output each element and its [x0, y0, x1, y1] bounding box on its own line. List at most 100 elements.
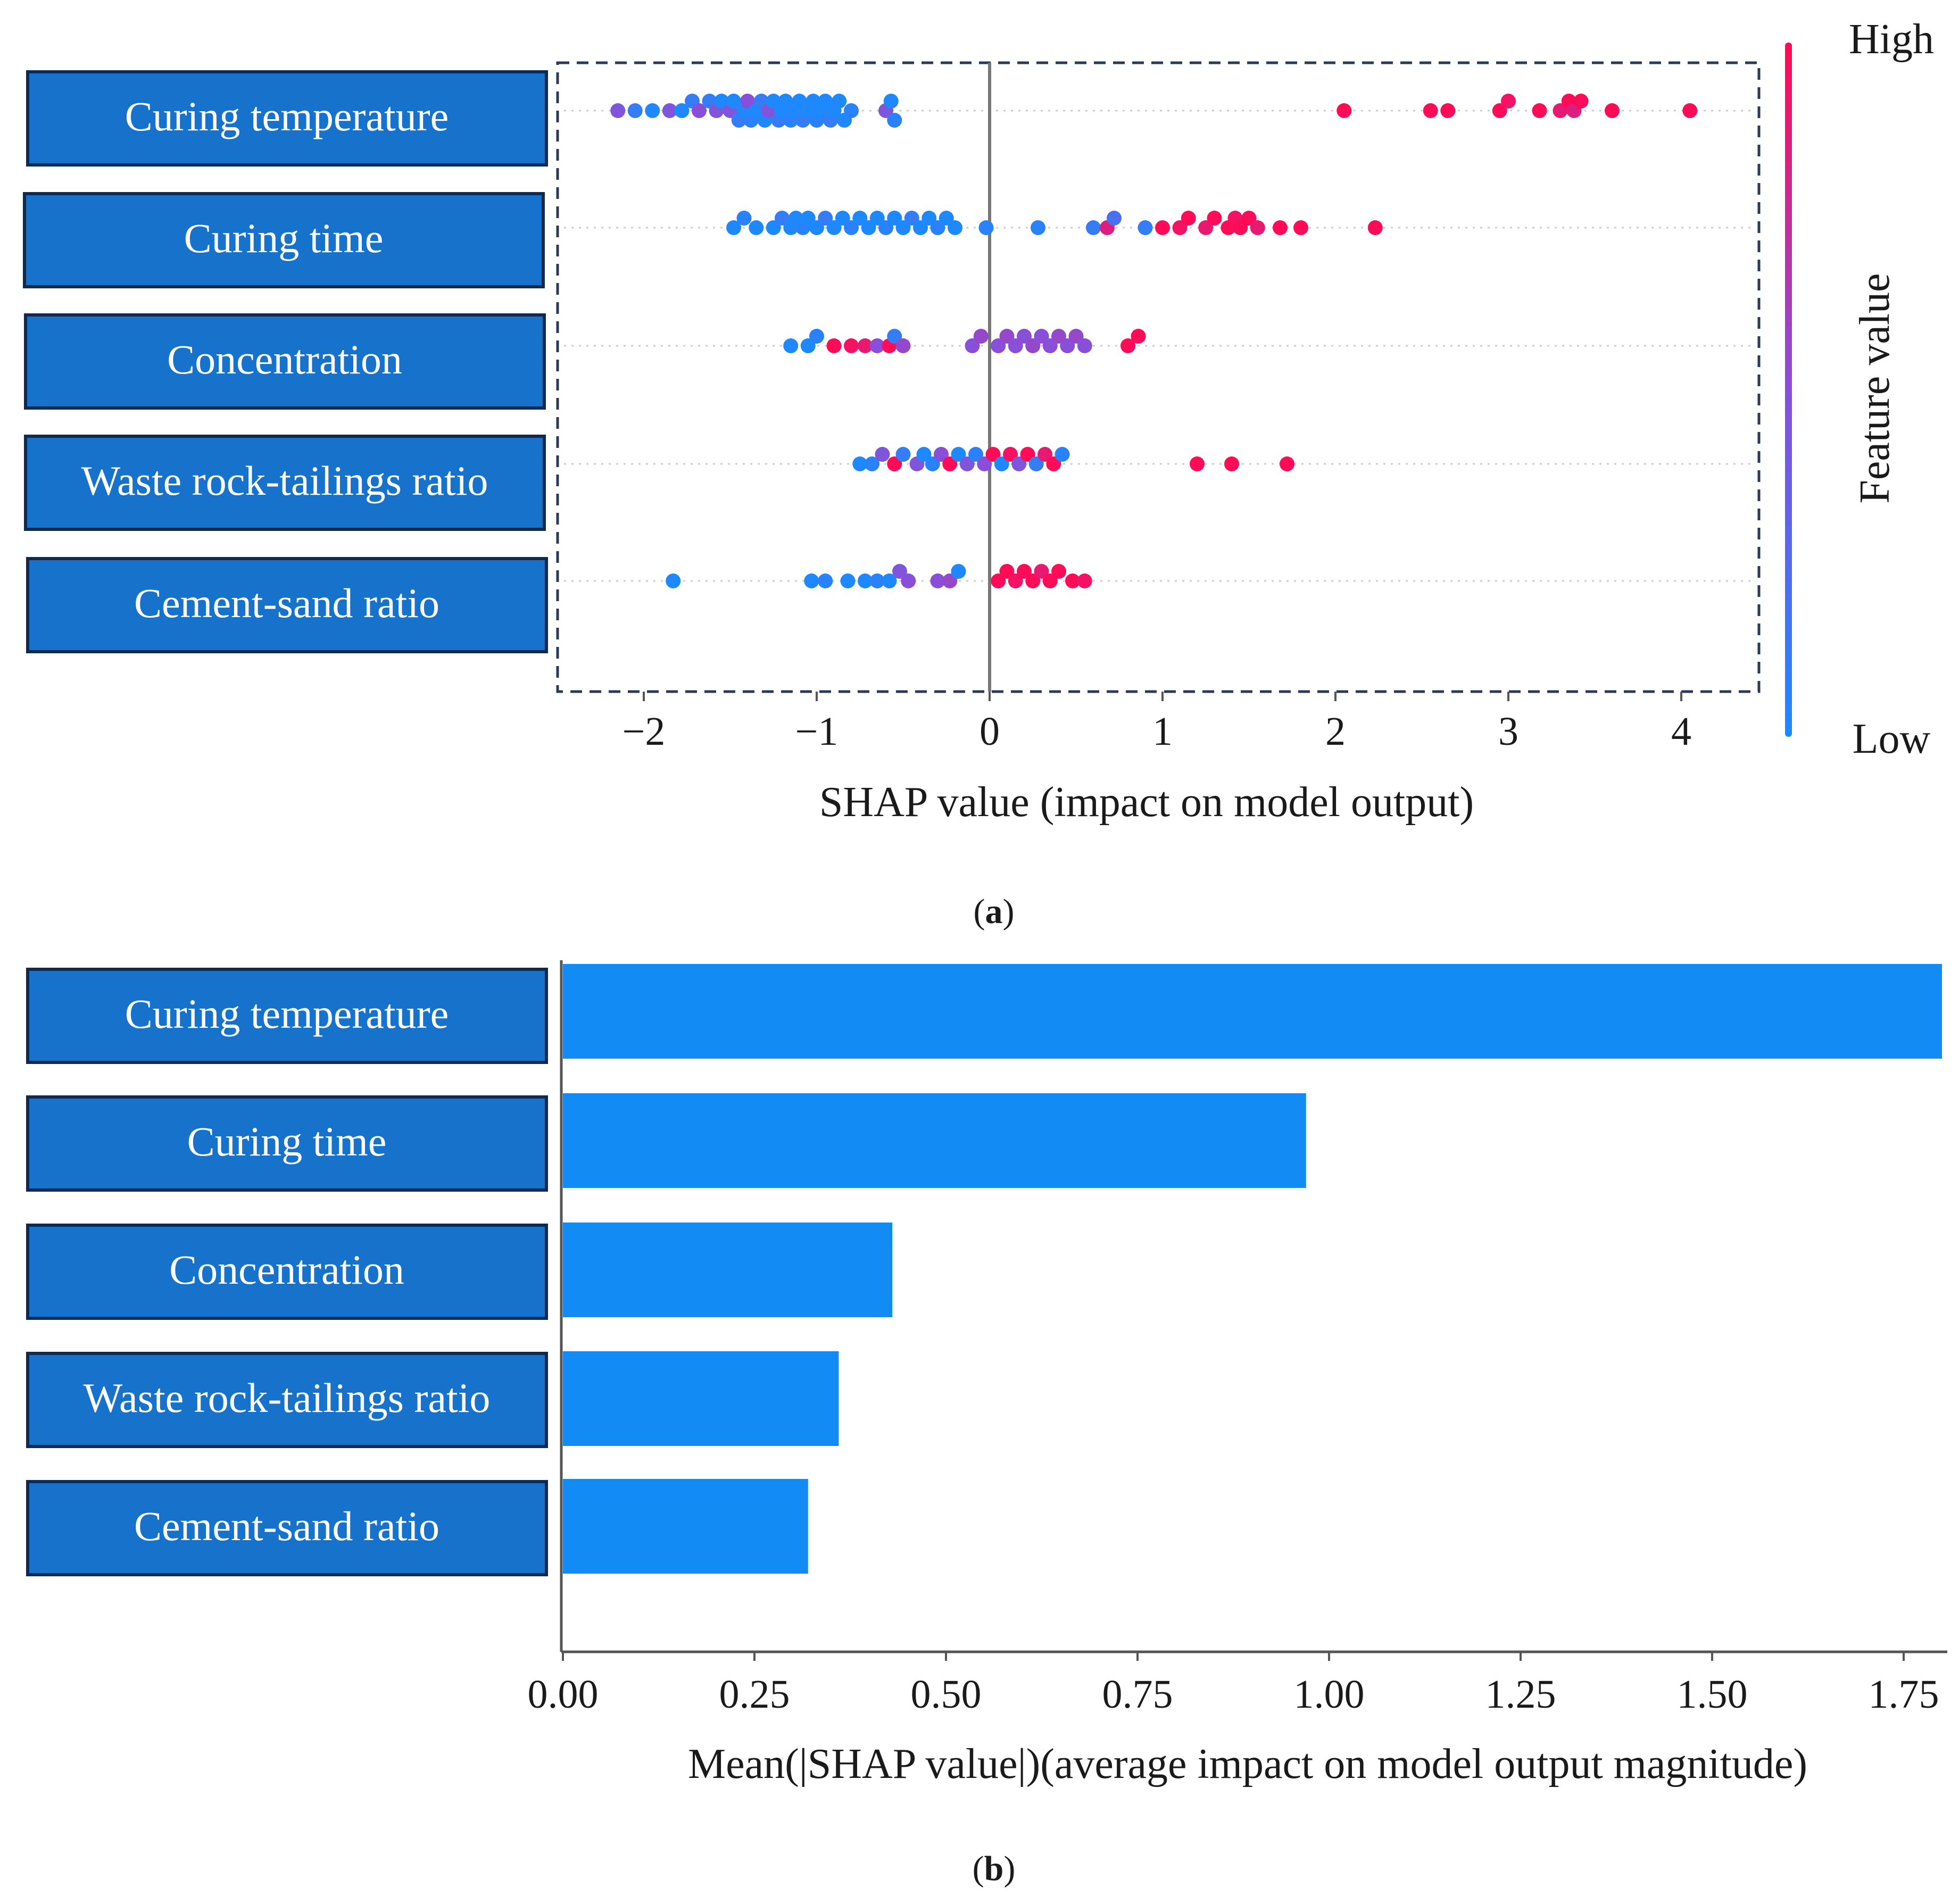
shap-point [1605, 103, 1620, 118]
shap-point [1224, 456, 1239, 471]
shap-point [692, 103, 707, 118]
shap-point [1055, 447, 1070, 462]
shap-point [1003, 447, 1018, 462]
shap-point [991, 338, 1006, 353]
x-axis-title: SHAP value (impact on model output) [819, 779, 1474, 826]
shap-point [922, 211, 937, 226]
shap-point [1233, 220, 1248, 235]
shap-point [875, 447, 890, 462]
shap-point [740, 94, 755, 109]
shap-point [1011, 456, 1027, 471]
shap-point [1051, 329, 1066, 344]
shap-point [1008, 573, 1023, 588]
shap-point [999, 329, 1015, 344]
panel-label-a: (a) [974, 892, 1015, 931]
shap-point [883, 94, 899, 109]
feature-box: Curing temperature [26, 968, 548, 1064]
shap-summary-chart: Curing temperature Curing time Concentra… [23, 16, 1934, 931]
x-tick-label: 1.75 [1869, 1672, 1939, 1717]
shap-point [1107, 211, 1122, 226]
shap-point [904, 211, 919, 226]
shap-point [1250, 220, 1265, 235]
shap-point [778, 94, 793, 109]
shap-point [1337, 103, 1352, 118]
shap-point [1068, 329, 1084, 344]
feature-label: Waste rock-tailings ratio [84, 1375, 491, 1421]
shap-point [892, 564, 907, 579]
shap-point [840, 573, 856, 588]
colorbar-low-label: Low [1853, 716, 1931, 762]
shap-point [1020, 447, 1035, 462]
shap-point [1077, 338, 1092, 353]
bar [563, 1093, 1306, 1188]
shap-point [666, 573, 681, 588]
panel-label-b: (b) [973, 1849, 1016, 1888]
shap-point [835, 211, 850, 226]
feature-box: Waste rock-tailings ratio [24, 435, 546, 531]
shap-point [1051, 564, 1066, 579]
shap-point [1207, 211, 1222, 226]
feature-box: Cement-sand ratio [26, 557, 548, 653]
shap-point [994, 456, 1009, 471]
shap-point [1120, 338, 1135, 353]
shap-point [1492, 103, 1507, 118]
x-tick-label: 0 [980, 709, 1000, 754]
shap-point [1042, 573, 1058, 588]
feature-label: Concentration [167, 336, 402, 383]
shap-point [749, 220, 764, 235]
shap-point [826, 338, 842, 353]
shap-point [991, 573, 1006, 588]
shap-point [887, 329, 902, 344]
colorbar-high-label: High [1849, 16, 1934, 63]
shap-point [736, 211, 752, 226]
x-tick-label: 1 [1152, 709, 1173, 754]
shap-point [809, 329, 824, 344]
shap-point [1198, 220, 1214, 235]
shap-point [852, 456, 868, 471]
x-tick-label: 0.50 [911, 1672, 982, 1717]
bar [563, 1479, 808, 1574]
shap-point [662, 103, 677, 118]
shap-point [726, 94, 741, 109]
shap-point [1172, 220, 1188, 235]
shap-point [826, 220, 842, 235]
shap-point [1025, 338, 1041, 353]
shap-point [818, 94, 833, 109]
shap-point [934, 447, 949, 462]
shap-point [645, 103, 660, 118]
shap-point [1553, 103, 1568, 118]
x-tick-label: 0.75 [1102, 1672, 1173, 1717]
shap-point [804, 573, 819, 588]
feature-label: Concentration [169, 1246, 404, 1293]
shap-point [930, 573, 945, 588]
x-tick-label: 2 [1325, 709, 1346, 754]
feature-label: Curing temperature [125, 991, 449, 1037]
shap-point [1440, 103, 1456, 118]
x-tick-label: 0.00 [528, 1672, 599, 1717]
shap-point [985, 447, 1001, 462]
shap-point [858, 573, 873, 588]
shap-point [948, 220, 962, 235]
feature-label: Waste rock-tailings ratio [81, 458, 488, 504]
shap-point [818, 211, 833, 226]
feature-box: Cement-sand ratio [26, 1480, 548, 1576]
shap-point [968, 447, 983, 462]
shap-point [844, 103, 859, 118]
x-tick-label: 0.25 [719, 1672, 790, 1717]
shap-point [714, 94, 729, 109]
colorbar: High Low Feature value [1785, 16, 1934, 762]
shap-point [610, 103, 626, 118]
shap-point [1131, 329, 1146, 344]
shap-point [1028, 456, 1044, 471]
shap-point [766, 220, 781, 235]
shap-point [1138, 220, 1153, 235]
shap-point [895, 338, 911, 353]
colorbar-title: Feature value [1852, 273, 1898, 503]
shap-point [1241, 211, 1257, 226]
shap-point [1034, 329, 1049, 344]
shap-point [865, 456, 879, 471]
shap-point [858, 338, 873, 353]
plot-frame [556, 61, 1761, 693]
shap-point [1682, 103, 1698, 118]
feature-box: Concentration [26, 1224, 548, 1320]
